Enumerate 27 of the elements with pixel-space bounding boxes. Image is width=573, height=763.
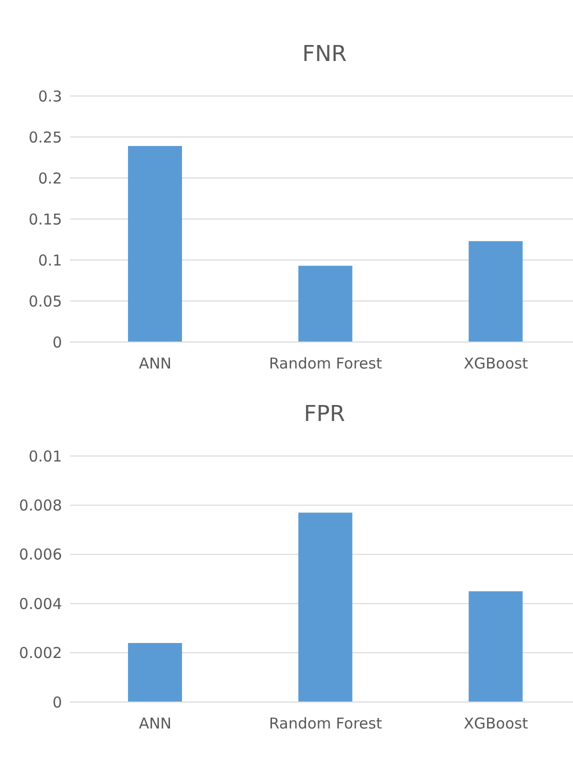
- x-tick-label: XGBoost: [464, 714, 528, 733]
- bar: [298, 266, 352, 342]
- x-tick-label: Random Forest: [269, 714, 382, 733]
- x-tick-label: ANN: [138, 354, 172, 373]
- bar: [468, 591, 523, 702]
- y-tick-label: 0.1: [38, 251, 62, 270]
- y-tick-label: 0.004: [19, 594, 62, 613]
- x-tick-label: ANN: [138, 714, 172, 733]
- y-tick-label: 0: [52, 333, 62, 352]
- x-tick-label: XGBoost: [464, 354, 528, 373]
- y-tick-label: 0.002: [19, 644, 62, 662]
- y-tick-label: 0.01: [28, 447, 62, 466]
- bar: [128, 146, 182, 342]
- y-tick-label: 0: [52, 693, 62, 712]
- y-tick-label: 0.006: [19, 546, 62, 564]
- bar: [298, 512, 352, 702]
- y-tick-label: 0.05: [28, 292, 62, 310]
- y-tick-label: 0.2: [38, 169, 62, 188]
- y-tick-label: 0.25: [28, 128, 62, 146]
- bar: [468, 241, 523, 342]
- chart-title: FPR: [302, 401, 346, 429]
- y-tick-label: 0.15: [28, 210, 62, 228]
- chart-title: FNR: [301, 41, 348, 69]
- bar: [128, 642, 182, 702]
- y-tick-label: 0.008: [19, 496, 62, 515]
- x-tick-label: Random Forest: [269, 354, 382, 373]
- y-tick-label: 0.3: [38, 87, 62, 106]
